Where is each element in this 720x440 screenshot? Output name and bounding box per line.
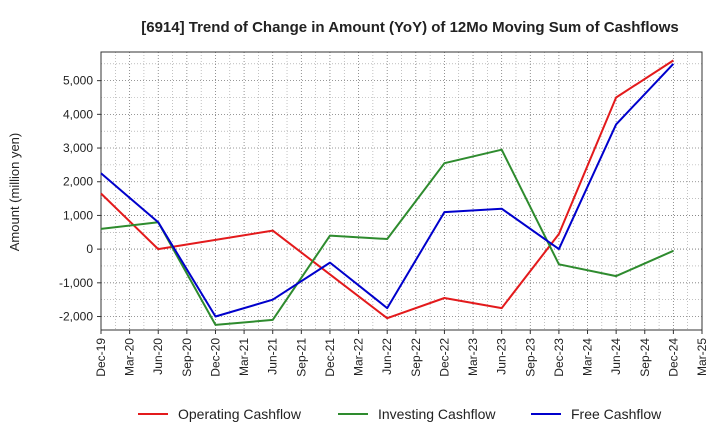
- x-tick-label: Mar-22: [352, 338, 366, 376]
- free-cashflow-line: [100, 63, 675, 318]
- free-cashflow-legend-label: Free Cashflow: [571, 406, 662, 422]
- x-tick-label: Sep-22: [409, 338, 423, 377]
- x-tick-label: Dec-23: [552, 338, 566, 377]
- x-tick-label: Sep-23: [523, 338, 537, 377]
- x-tick-label: Dec-21: [323, 338, 337, 377]
- x-tick-label: Dec-20: [208, 338, 222, 377]
- x-tick-label: Jun-23: [495, 338, 509, 375]
- y-tick-label: -2,000: [59, 310, 93, 324]
- y-tick-label: 3,000: [63, 141, 93, 155]
- chart-title: [6914] Trend of Change in Amount (YoY) o…: [141, 19, 679, 36]
- operating-cashflow-legend-label: Operating Cashflow: [178, 406, 302, 422]
- x-tick-label: Dec-24: [666, 338, 680, 377]
- y-tick-label: 1,000: [63, 208, 93, 222]
- x-tick-label: Mar-21: [237, 338, 251, 376]
- x-tick-label: Sep-21: [294, 338, 308, 377]
- investing-cashflow-line: [100, 148, 674, 326]
- y-tick-label: 5,000: [63, 74, 93, 88]
- y-tick-label: 2,000: [63, 175, 93, 189]
- x-tick-label: Mar-25: [695, 338, 709, 376]
- legend: Operating Cashflow Investing Cashflow Free…: [138, 406, 662, 422]
- y-tick-label: 4,000: [63, 107, 93, 121]
- x-tick-label: Dec-19: [94, 338, 108, 377]
- plot-area: -2,000 -1,000 0 1,000 2,000 3,000 4,000 5,000 De…: [59, 51, 709, 377]
- plot-border: [100, 51, 703, 331]
- operating-cashflow-line: [100, 59, 674, 320]
- investing-cashflow-legend-label: Investing Cashflow: [378, 406, 496, 422]
- x-tick-label: Mar-20: [123, 338, 137, 376]
- x-tick-label: Mar-24: [581, 338, 595, 376]
- y-tick-label: 0: [86, 242, 93, 256]
- y-axis-label: Amount (million yen): [7, 133, 22, 252]
- x-tick-label: Dec-22: [437, 338, 451, 377]
- x-tick-label: Jun-21: [266, 338, 280, 375]
- y-tick-label: -1,000: [59, 276, 93, 290]
- x-tick-label: Jun-24: [609, 338, 623, 375]
- x-tick-label: Jun-22: [380, 338, 394, 375]
- x-tick-label: Sep-24: [638, 338, 652, 377]
- x-tick-label: Sep-20: [180, 338, 194, 377]
- x-tick-label: Jun-20: [151, 338, 165, 375]
- x-tick-label: Mar-23: [466, 338, 480, 376]
